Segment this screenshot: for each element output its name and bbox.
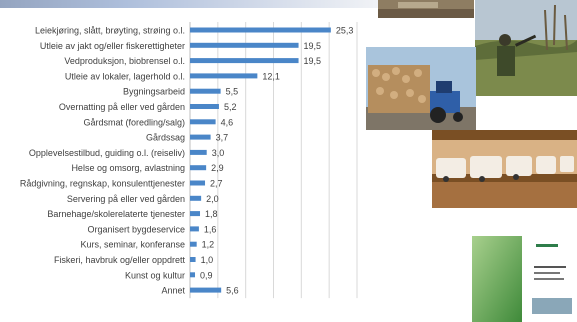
data-label: 1,8 <box>205 209 218 219</box>
category-label: Organisert bygdeservice <box>87 224 185 234</box>
bar <box>190 241 197 247</box>
bar <box>190 88 221 94</box>
bar <box>190 42 299 48</box>
data-label: 5,5 <box>226 87 239 97</box>
data-label: 1,2 <box>202 240 215 250</box>
report-cover-photo <box>472 236 577 322</box>
data-label: 2,0 <box>206 194 219 204</box>
data-label: 25,3 <box>336 26 354 36</box>
data-label: 2,9 <box>211 163 224 173</box>
category-label: Fiskeri, havbruk og/eller oppdrett <box>54 255 186 265</box>
bar <box>190 58 299 64</box>
title-strip <box>0 0 380 8</box>
bar <box>190 149 207 155</box>
data-label: 3,0 <box>212 148 225 158</box>
landscape-photo <box>378 0 474 18</box>
data-label: 1,6 <box>204 224 217 234</box>
data-label: 12,1 <box>262 71 280 81</box>
bar <box>190 73 258 79</box>
firewood-tractor-photo <box>366 47 476 130</box>
bar <box>190 211 201 217</box>
bar <box>190 165 207 171</box>
bar <box>190 134 211 140</box>
bar <box>190 272 196 278</box>
category-label: Vedproduksjon, biobrensel o.l. <box>64 56 185 66</box>
category-label: Servering på eller ved gården <box>67 194 185 204</box>
category-label: Utleie av lokaler, lagerhold o.l. <box>65 71 185 81</box>
bar <box>190 195 202 201</box>
bar <box>190 27 331 33</box>
data-label: 5,2 <box>224 102 237 112</box>
bar <box>190 180 206 186</box>
data-label: 19,5 <box>304 56 322 66</box>
hunter-photo <box>475 0 577 96</box>
category-label: Kunst og kultur <box>125 270 185 280</box>
category-label: Leiekjøring, slått, brøyting, strøing o.… <box>35 26 185 36</box>
data-label: 1,0 <box>201 255 214 265</box>
category-label: Gårdssag <box>146 133 185 143</box>
data-label: 2,7 <box>210 179 223 189</box>
category-label: Bygningsarbeid <box>123 87 185 97</box>
bar <box>190 257 196 262</box>
bar <box>190 104 219 109</box>
category-label: Gårdsmat (foredling/salg) <box>83 117 185 127</box>
caravan-storage-photo <box>432 130 577 208</box>
data-label: 0,9 <box>200 270 213 280</box>
category-label: Barnehage/skolerelaterte tjenester <box>47 209 185 219</box>
category-label: Opplevelsestilbud, guiding o.l. (reiseli… <box>29 148 185 158</box>
category-label: Utleie av jakt og/eller fiskerettigheter <box>40 41 185 51</box>
category-label: Rådgivning, regnskap, konsulenttjenester <box>20 179 185 189</box>
category-label: Overnatting på eller ved gården <box>59 102 185 112</box>
data-label: 3,7 <box>216 133 229 143</box>
bar <box>190 119 216 125</box>
data-label: 19,5 <box>304 41 322 51</box>
category-label: Helse og omsorg, avlastning <box>71 163 185 173</box>
bar <box>190 287 222 293</box>
category-label: Kurs, seminar, konferanse <box>80 240 185 250</box>
data-label: 5,6 <box>226 286 239 296</box>
data-label: 4,6 <box>221 117 234 127</box>
category-label: Annet <box>161 286 185 296</box>
bar <box>190 226 199 232</box>
